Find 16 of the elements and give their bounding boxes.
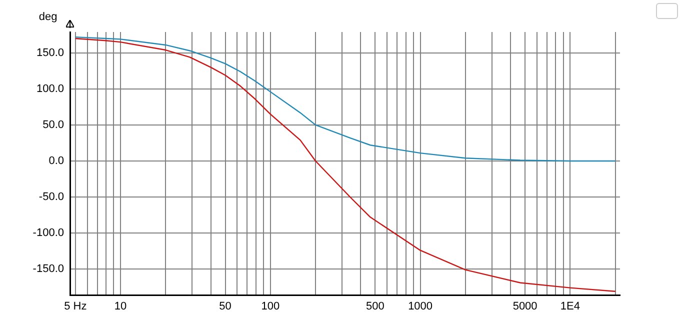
y-tick-label: 150.0 xyxy=(36,46,64,59)
y-tick-label: -100.0 xyxy=(32,227,64,240)
x-tick-label: 5 Hz xyxy=(64,300,87,313)
y-tick-label: -50.0 xyxy=(38,191,64,204)
x-tick-label: 10 xyxy=(114,300,127,313)
x-tick-label: 1000 xyxy=(408,300,433,313)
x-tick-label: 100 xyxy=(261,300,280,313)
x-tick-label: 500 xyxy=(366,300,384,313)
x-tick-label: 50 xyxy=(219,300,232,313)
y-tick-label: 50.0 xyxy=(42,118,64,131)
y-tick-label: 100.0 xyxy=(36,82,64,95)
y-tick-label: -150.0 xyxy=(32,263,64,276)
y-tick-label: 0.0 xyxy=(48,155,64,168)
x-tick-label: 5000 xyxy=(512,300,538,313)
y-axis-title: deg xyxy=(38,11,58,23)
x-tick-label: 1E4 xyxy=(560,300,580,313)
